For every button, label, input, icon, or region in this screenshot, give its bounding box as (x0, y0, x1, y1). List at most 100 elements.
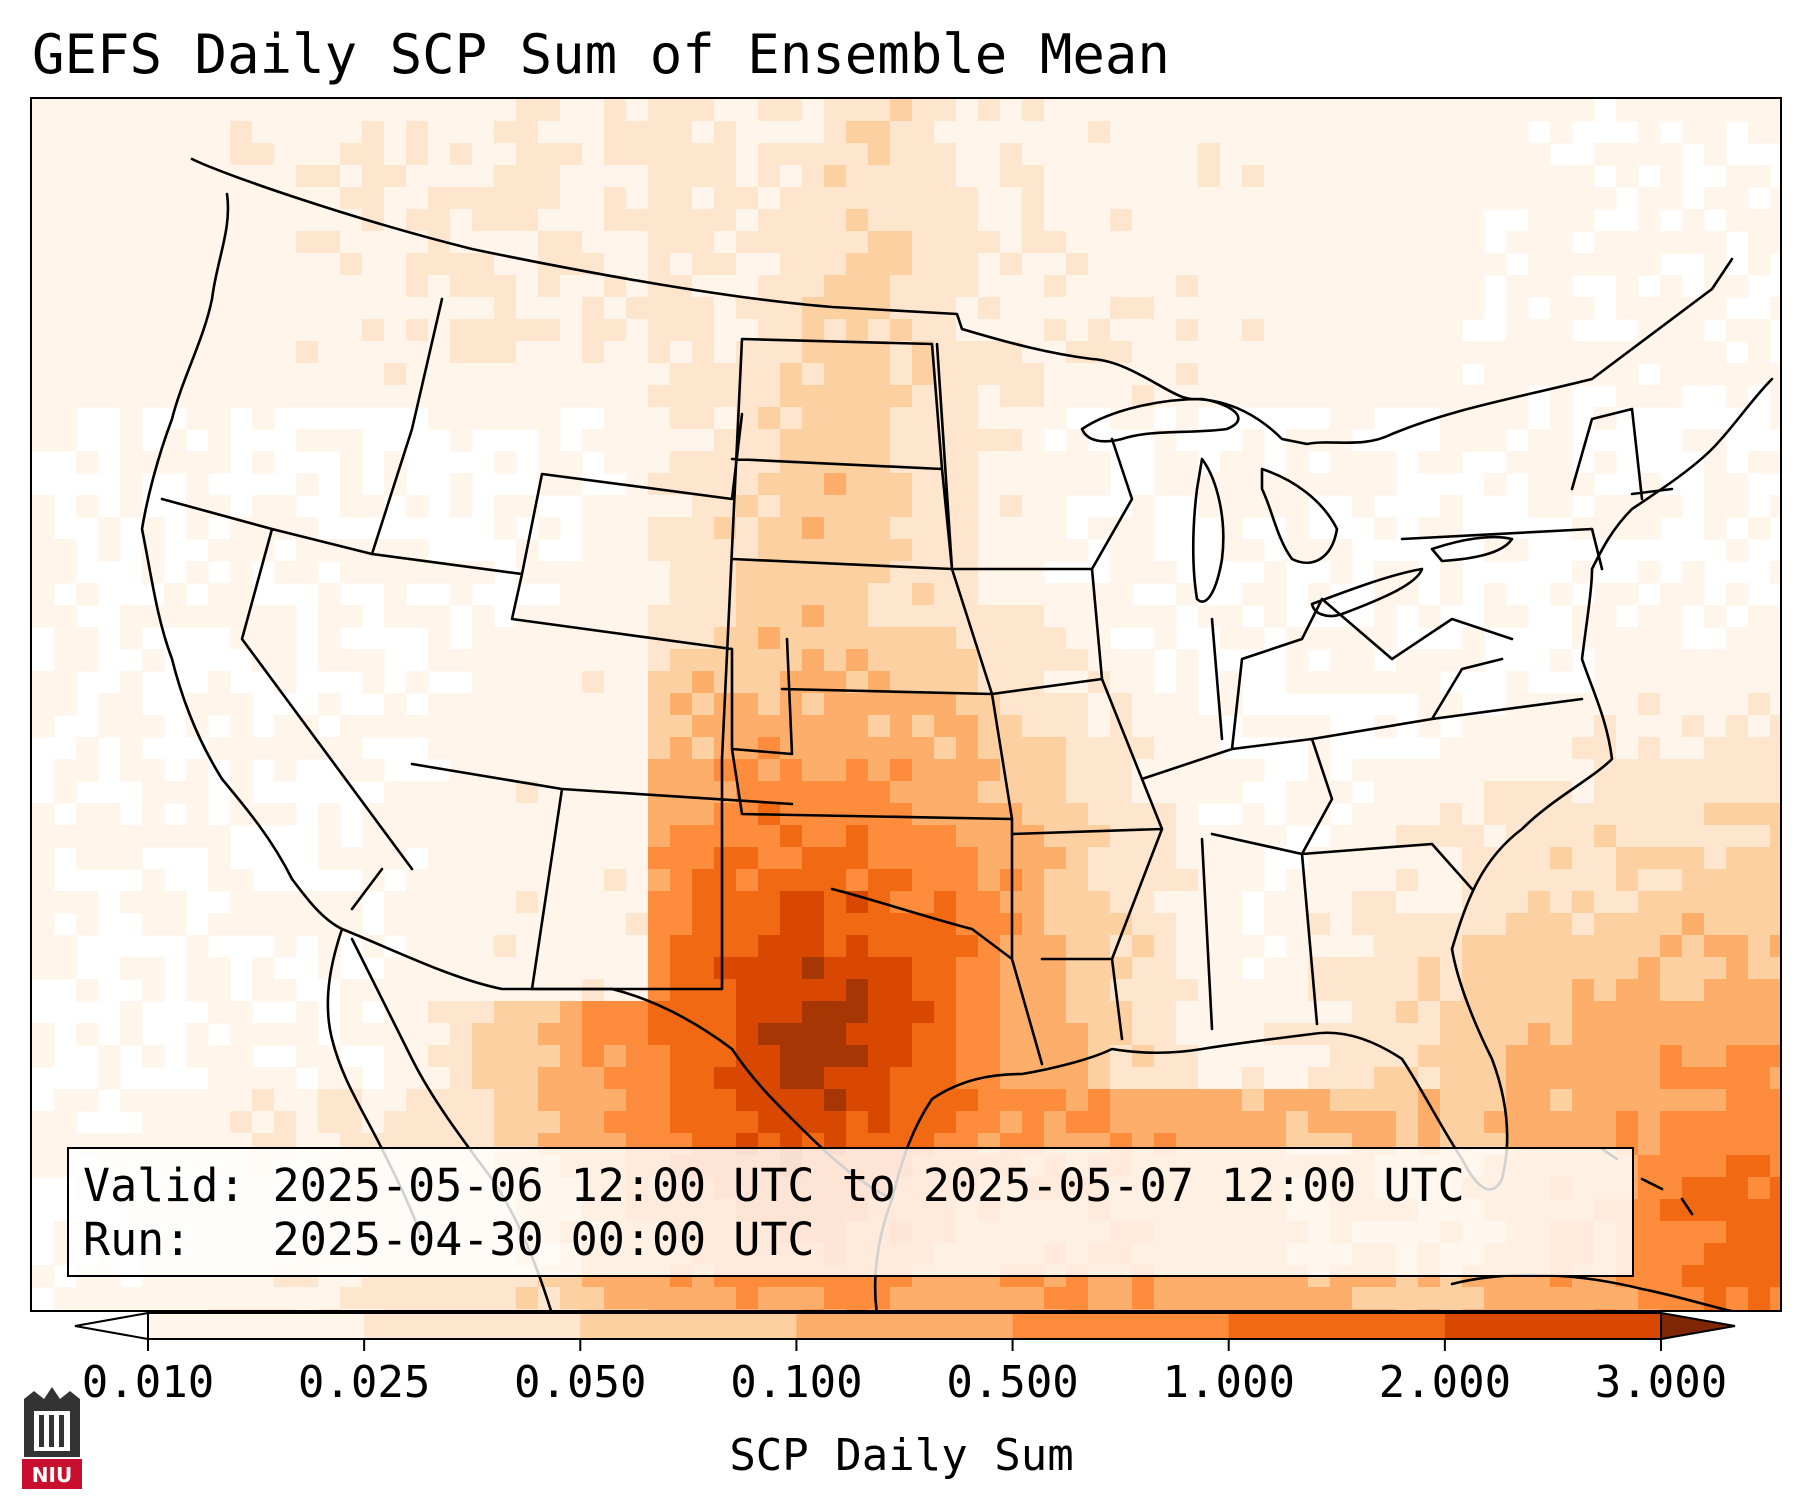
scp-cell (846, 825, 869, 848)
scp-cell (978, 473, 1001, 496)
scp-cell (230, 1287, 253, 1310)
colorbar-tick-label: 0.100 (730, 1357, 862, 1408)
colorbar-segment (1444, 1313, 1662, 1339)
scp-cell (1330, 121, 1353, 144)
scp-cell (1770, 1067, 1780, 1090)
scp-cell (1682, 1243, 1705, 1266)
scp-cell (1330, 1111, 1353, 1134)
scp-cell (1044, 209, 1067, 232)
scp-cell (494, 671, 517, 694)
scp-cell (1528, 275, 1551, 298)
scp-cell (384, 561, 407, 584)
scp-cell (208, 737, 231, 760)
scp-cell (1418, 231, 1441, 254)
scp-cell (1616, 759, 1639, 782)
scp-cell (670, 1001, 693, 1024)
scp-cell (890, 627, 913, 650)
scp-cell (1550, 253, 1573, 276)
scp-cell (1682, 649, 1705, 672)
scp-cell (450, 495, 473, 518)
scp-cell (1374, 781, 1397, 804)
scp-cell (604, 1001, 627, 1024)
scp-cell (1132, 693, 1155, 716)
scp-cell (494, 253, 517, 276)
scp-cell (582, 143, 605, 166)
scp-cell (494, 407, 517, 430)
lake-ontario (1430, 535, 1514, 563)
scp-cell (428, 187, 451, 210)
scp-cell (670, 869, 693, 892)
lake-michigan (1191, 457, 1225, 603)
scp-cell (1484, 1089, 1507, 1112)
colorbar-tick-label: 1.000 (1162, 1357, 1294, 1408)
scp-cell (186, 1045, 209, 1068)
scp-cell (472, 363, 495, 386)
scp-cell (252, 1089, 275, 1112)
valid-value: 2025-05-06 12:00 UTC to 2025-05-07 12:00… (272, 1159, 1465, 1212)
scp-cell (1044, 187, 1067, 210)
scp-cell (1484, 715, 1507, 738)
scp-cell (1308, 1045, 1331, 1068)
scp-cell (1506, 935, 1529, 958)
scp-cell (384, 99, 407, 122)
scp-cell (604, 913, 627, 936)
scp-cell (1660, 759, 1683, 782)
scp-cell (1550, 847, 1573, 870)
scp-cell (1616, 275, 1639, 298)
scp-cell (604, 429, 627, 452)
scp-cell (1616, 495, 1639, 518)
scp-cell (1088, 869, 1111, 892)
scp-cell (450, 781, 473, 804)
scp-cell (494, 1045, 517, 1068)
scp-cell (692, 319, 715, 342)
scp-cell (560, 693, 583, 716)
lake-superior (1080, 397, 1240, 443)
scp-cell (1242, 627, 1265, 650)
scp-cell (1374, 979, 1397, 1002)
scp-cell (1770, 957, 1780, 980)
scp-cell (1704, 297, 1727, 320)
scp-cell (274, 605, 297, 628)
scp-cell (1506, 319, 1529, 342)
scp-cell (472, 209, 495, 232)
scp-cell (1176, 341, 1199, 364)
scp-cell (76, 1023, 99, 1046)
scp-cell (1088, 99, 1111, 122)
scp-cell (494, 649, 517, 672)
scp-cell (76, 847, 99, 870)
scp-cell (1198, 913, 1221, 936)
scp-cell (1110, 979, 1133, 1002)
scp-cell (32, 825, 55, 848)
scp-cell (890, 605, 913, 628)
scp-cell (604, 363, 627, 386)
scp-cell (1462, 1089, 1485, 1112)
scp-cell (1132, 297, 1155, 320)
scp-cell (604, 935, 627, 958)
scp-cell (714, 979, 737, 1002)
scp-cell (1396, 891, 1419, 914)
scp-cell (1660, 671, 1683, 694)
scp-cell (912, 1309, 935, 1310)
scp-cell (340, 495, 363, 518)
scp-cell (1616, 715, 1639, 738)
scp-cell (54, 209, 77, 232)
scp-cell (824, 869, 847, 892)
scp-cell (164, 429, 187, 452)
scp-cell (296, 341, 319, 364)
scp-cell (890, 451, 913, 474)
scp-cell (1462, 209, 1485, 232)
scp-cell (1198, 121, 1221, 144)
scp-cell (1088, 297, 1111, 320)
scp-cell (648, 649, 671, 672)
scp-cell (1484, 121, 1507, 144)
scp-cell (604, 1089, 627, 1112)
scp-cell (692, 473, 715, 496)
scp-cell (1066, 693, 1089, 716)
scp-cell (384, 275, 407, 298)
scp-cell (362, 1089, 385, 1112)
scp-cell (582, 1067, 605, 1090)
scp-cell (1682, 1133, 1705, 1156)
scp-cell (1748, 649, 1771, 672)
scp-cell (538, 803, 561, 826)
scp-cell (1022, 583, 1045, 606)
